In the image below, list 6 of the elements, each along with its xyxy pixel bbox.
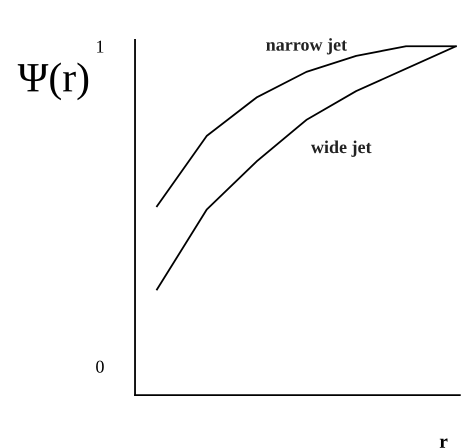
series-label: wide jet: [310, 140, 372, 157]
y-axis-title: Ψ(r): [18, 62, 88, 100]
series-label: narrow jet: [266, 38, 348, 54]
y-tick-label: 0: [96, 360, 104, 373]
y-tick-label: 1: [97, 40, 104, 53]
x-axis-title: r: [440, 438, 448, 448]
